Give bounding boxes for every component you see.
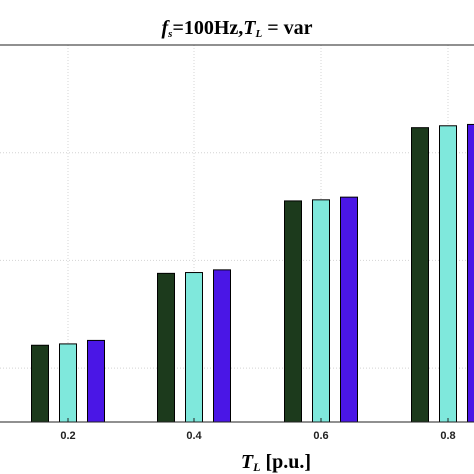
bar-0.6-series-2 [312, 199, 330, 423]
bar-0.8-series-3 [467, 123, 474, 423]
bar-0.6-series-1 [284, 200, 302, 423]
chart-title: fs=100Hz,TL = var [161, 17, 312, 40]
bar-0.8-series-2 [439, 125, 457, 423]
title-t: T [243, 17, 256, 39]
title-f: f [161, 17, 170, 39]
xlabel-unit: [p.u.] [260, 451, 311, 473]
bar-0.2-series-1 [31, 344, 49, 423]
bar-0.2-series-3 [87, 339, 105, 423]
bar-0.4-series-1 [157, 272, 175, 423]
grid-layer [0, 45, 474, 422]
title-t-subscript: L [255, 28, 263, 40]
plot-background [0, 45, 474, 422]
bar-0.4-series-2 [185, 272, 203, 423]
x-tick-label: 0.8 [440, 430, 455, 442]
x-axis-label: TL [p.u.] [241, 451, 311, 474]
bar-0.2-series-2 [59, 343, 77, 423]
title-f-subscript: s [167, 28, 172, 40]
bar-0.4-series-3 [213, 269, 231, 423]
xlabel-t-subscript: L [252, 460, 260, 474]
xlabel-t: T [241, 451, 254, 473]
x-tick-label: 0.6 [313, 430, 328, 442]
x-tick-label: 0.2 [60, 430, 75, 442]
title-var: = var [262, 17, 312, 39]
bar-0.6-series-3 [340, 196, 358, 423]
bar-0.8-series-1 [411, 127, 429, 423]
bar-layer [31, 123, 474, 423]
x-tick-label: 0.4 [186, 430, 202, 442]
x-tick-layer: 0.2 0.4 0.6 0.8 [60, 418, 456, 442]
title-frequency: =100Hz, [172, 17, 243, 39]
